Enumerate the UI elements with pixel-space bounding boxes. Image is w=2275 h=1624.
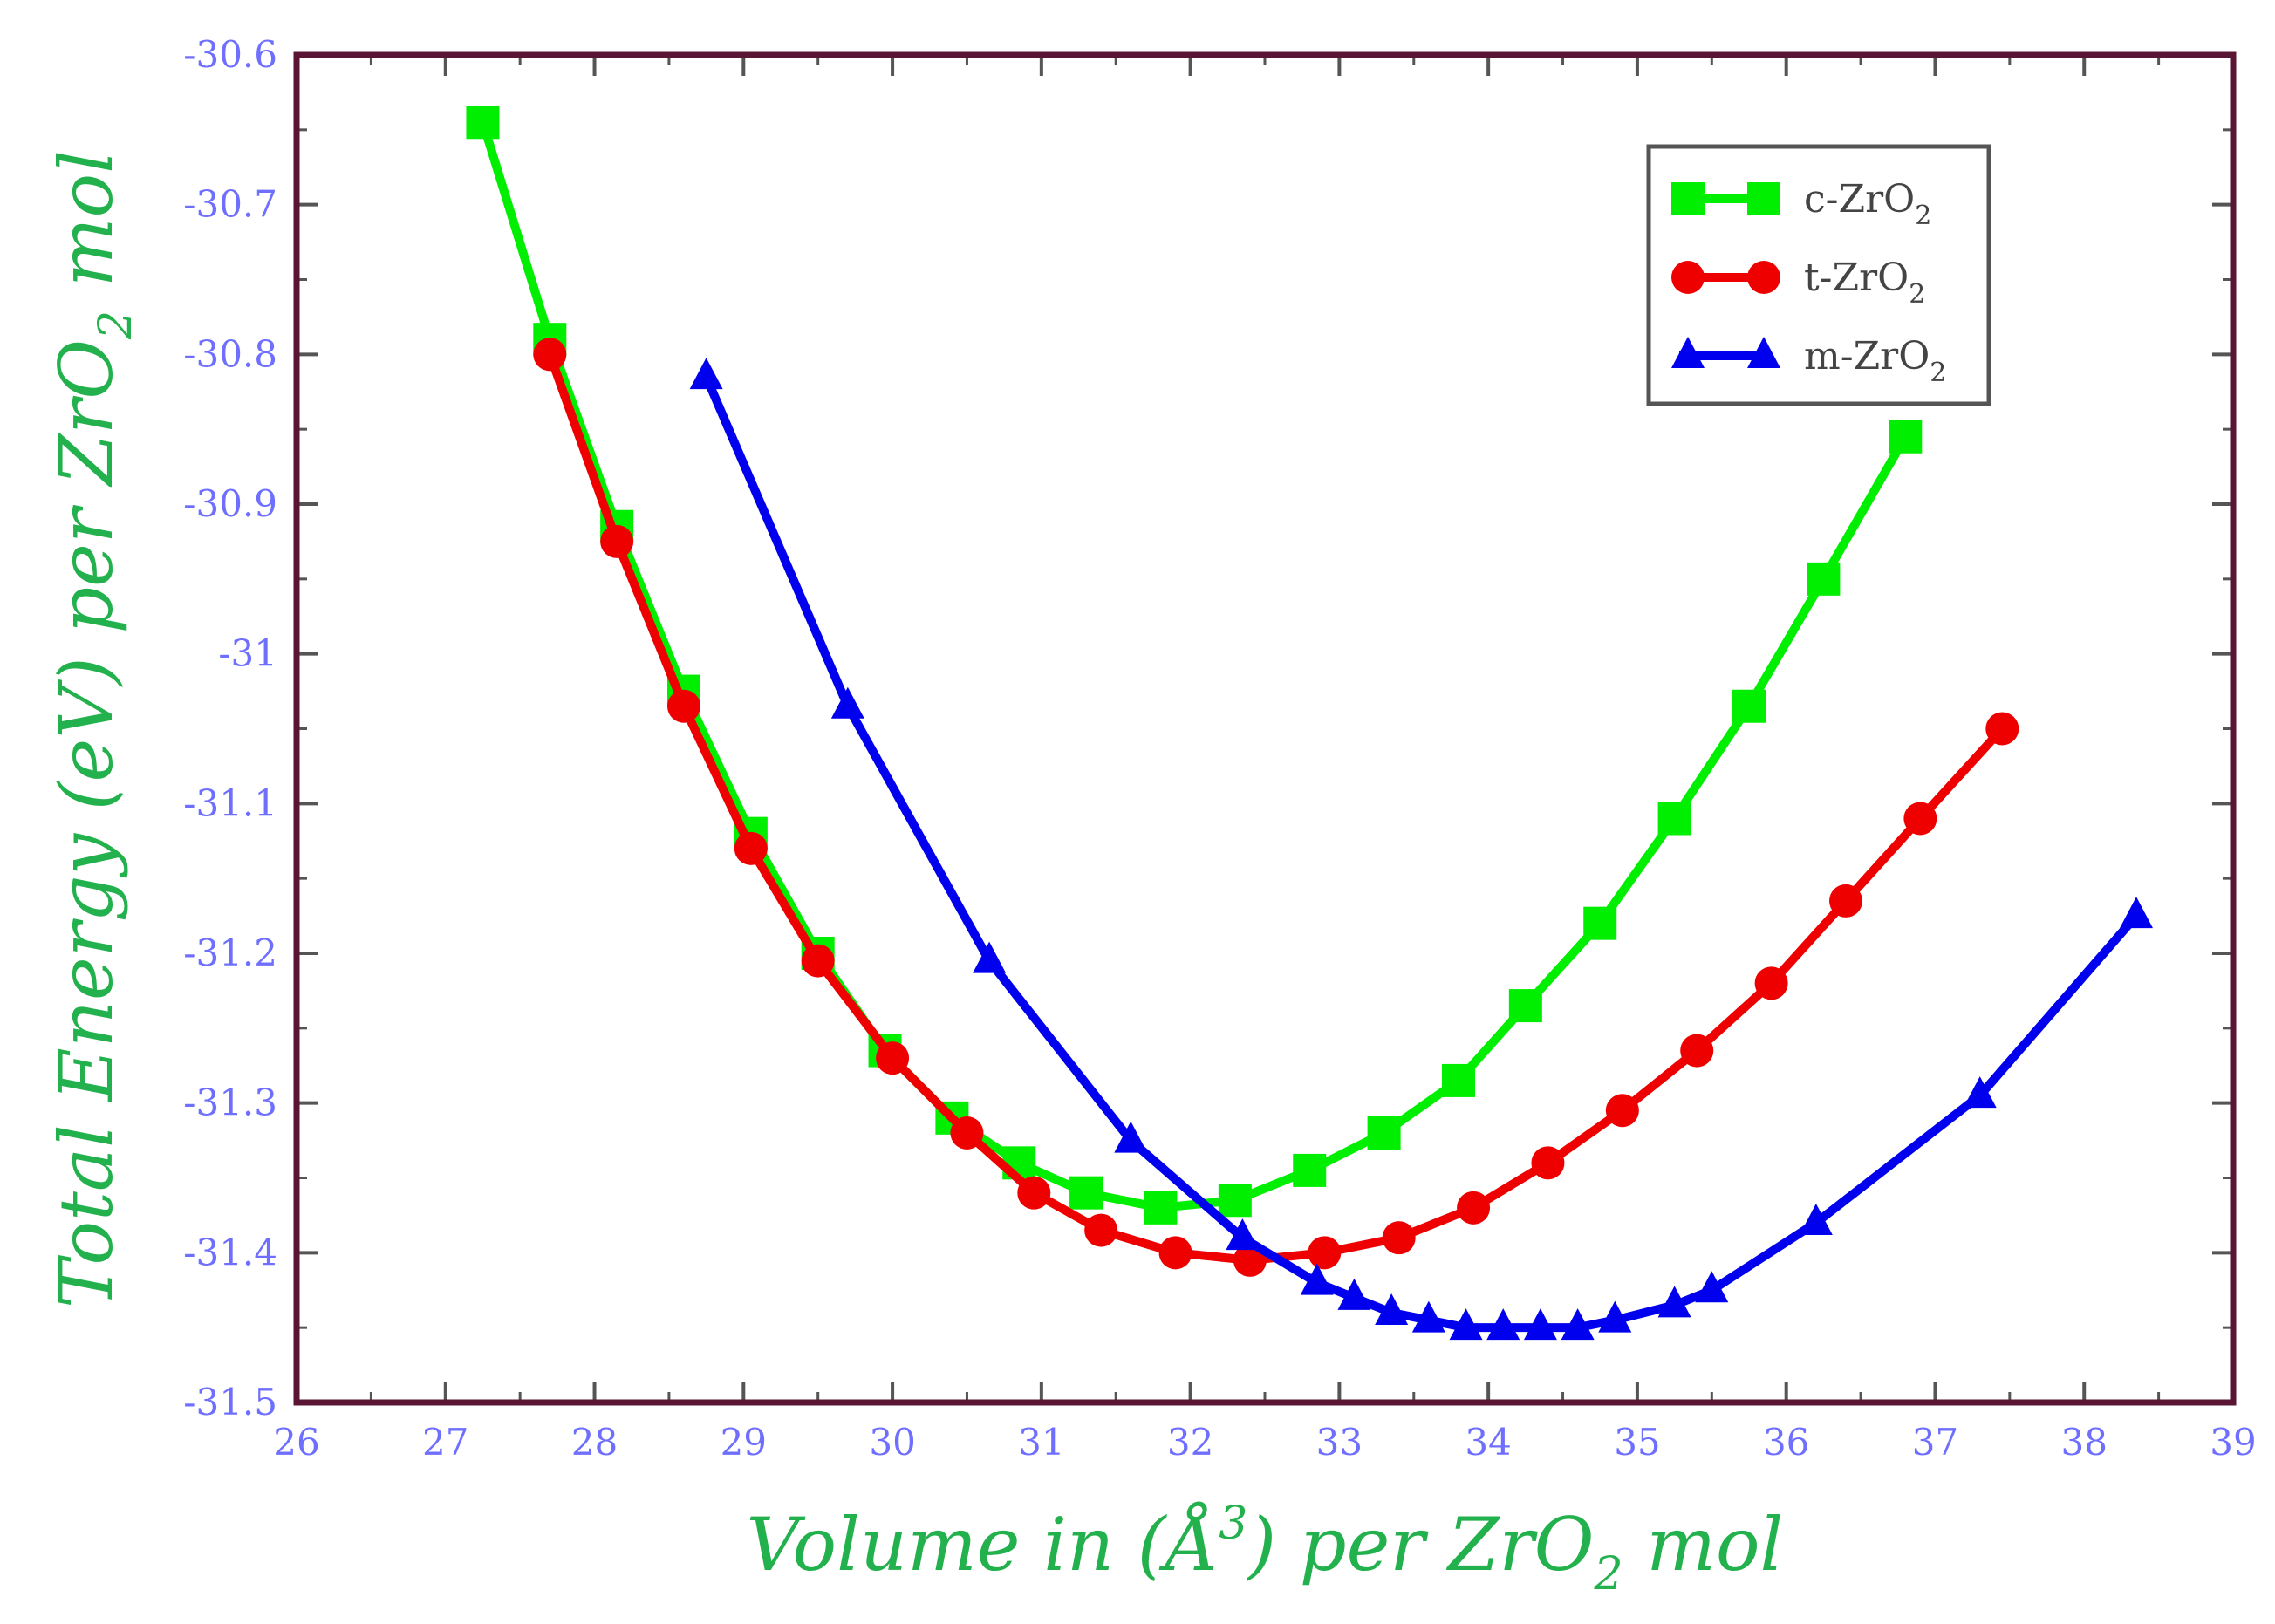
legend-marker (1671, 337, 1705, 368)
x-tick-label: 35 (1614, 1421, 1660, 1464)
y-tick-label: -31.5 (183, 1381, 277, 1423)
x-tick-label: 28 (571, 1421, 618, 1464)
x-tick-label: 30 (869, 1421, 915, 1464)
data-point (1367, 1116, 1401, 1150)
data-point (1158, 1236, 1192, 1270)
data-point (830, 686, 864, 719)
data-point (950, 1116, 984, 1150)
series-layer (466, 106, 2153, 1341)
x-tick-label: 38 (2061, 1421, 2108, 1464)
x-tick-label: 27 (422, 1421, 468, 1464)
x-tick-label: 34 (1465, 1421, 1511, 1464)
data-point (1293, 1153, 1327, 1187)
data-point (1308, 1236, 1342, 1270)
data-point (1985, 712, 2019, 746)
data-point (667, 689, 700, 723)
legend-marker (1747, 182, 1780, 215)
series-triangle (689, 358, 2153, 1341)
data-point (1523, 1308, 1557, 1341)
legend-label: m-ZrO2 (1804, 334, 1946, 388)
data-point (1382, 1221, 1416, 1255)
data-point (1226, 1218, 1260, 1251)
data-point (1605, 1094, 1639, 1128)
data-point (466, 106, 500, 140)
legend-marker (1747, 337, 1780, 368)
legend: c-ZrO2 t-ZrO2 m-ZrO2 (1646, 144, 1991, 406)
x-tick-label: 33 (1316, 1421, 1363, 1464)
data-point (1963, 1076, 1997, 1109)
data-point (1695, 1271, 1729, 1303)
data-point (600, 524, 634, 558)
data-point (1531, 1146, 1565, 1180)
y-tick-label: -31 (218, 632, 277, 675)
data-point (973, 941, 1007, 973)
y-tick-label: -31.3 (183, 1082, 277, 1124)
data-point (1807, 562, 1841, 596)
data-point (801, 944, 835, 978)
data-point (533, 338, 567, 372)
data-point (1732, 689, 1766, 723)
data-point (1583, 906, 1617, 940)
data-point (1375, 1293, 1409, 1325)
y-tick-label: -31.1 (183, 781, 277, 824)
y-tick-label: -30.7 (183, 183, 277, 226)
data-point (1084, 1213, 1118, 1247)
labels-layer: 26 27 28 29 30 31 32 33 34 35 36 37 38 39 -30.6 -30.7 -3… (183, 33, 2256, 1464)
data-point (1069, 1176, 1103, 1210)
data-point (1337, 1278, 1371, 1310)
data-point (1561, 1308, 1595, 1341)
data-point (689, 358, 723, 390)
data-point (1457, 1191, 1491, 1225)
data-point (1657, 802, 1691, 836)
x-tick-label: 39 (2210, 1421, 2256, 1464)
data-point (1300, 1263, 1334, 1295)
data-point (1889, 420, 1923, 454)
data-point (2120, 897, 2153, 929)
legend-marker (1671, 261, 1705, 294)
data-point (1144, 1191, 1178, 1225)
legend-marker (1671, 182, 1705, 215)
data-point (1598, 1300, 1632, 1333)
y-tick-label: -31.4 (183, 1231, 277, 1273)
plot-frame (293, 51, 2237, 1406)
x-tick-label: 29 (721, 1421, 767, 1464)
y-tick-label: -30.8 (183, 332, 277, 375)
y-tick-label: -30.6 (183, 33, 277, 76)
data-point (1829, 884, 1862, 918)
data-point (734, 831, 768, 865)
data-point (1486, 1308, 1520, 1341)
data-point (1017, 1176, 1051, 1210)
data-point (1114, 1121, 1148, 1153)
data-point (1449, 1308, 1483, 1341)
data-point (1411, 1300, 1445, 1333)
y-tick-label: -31.2 (183, 931, 277, 974)
legend-label: t-ZrO2 (1804, 256, 1925, 310)
x-tick-label: 36 (1763, 1421, 1809, 1464)
x-tick-label: 37 (1912, 1421, 1958, 1464)
data-point (876, 1041, 910, 1075)
data-point (1754, 966, 1788, 1000)
data-point (1657, 1286, 1691, 1318)
x-tick-label: 32 (1167, 1421, 1213, 1464)
legend-label: c-ZrO2 (1804, 177, 1931, 231)
x-tick-label: 31 (1018, 1421, 1064, 1464)
x-tick-label: 26 (273, 1421, 319, 1464)
x-axis-title: Volume in (Å3) per ZrO2 mol (747, 1498, 1784, 1600)
data-point (1508, 989, 1542, 1023)
y-axis-title: Total Energy (eV) per ZrO2 mol (44, 150, 142, 1308)
data-point (1680, 1034, 1714, 1068)
data-point (1799, 1204, 1833, 1235)
data-point (1442, 1063, 1475, 1097)
legend-marker (1747, 261, 1780, 294)
y-tick-label: -30.9 (183, 482, 277, 525)
data-point (1903, 802, 1937, 836)
data-point (1218, 1184, 1252, 1218)
